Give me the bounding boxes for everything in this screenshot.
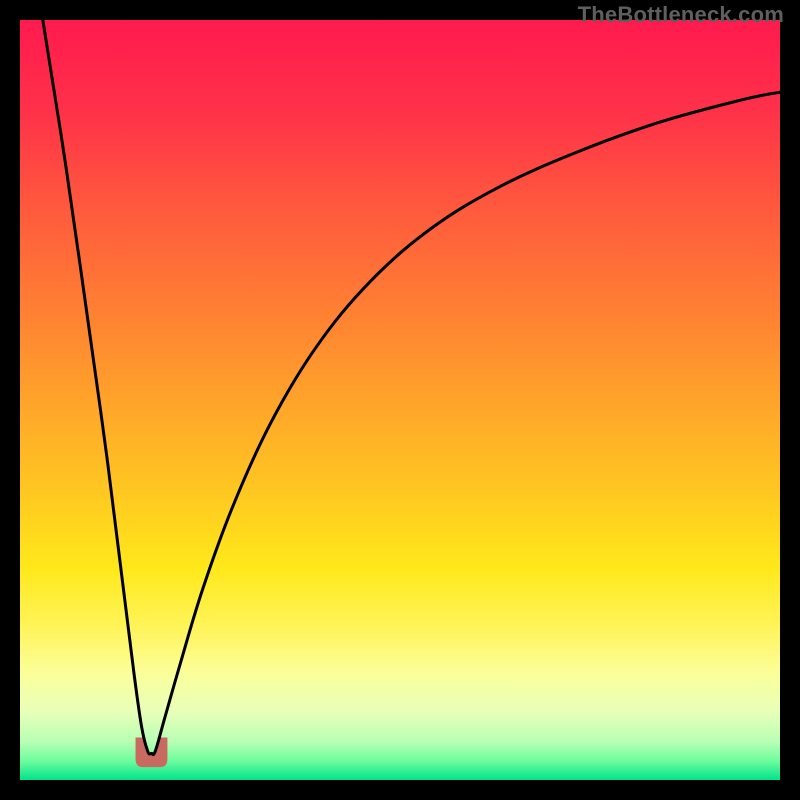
chart-svg: [0, 0, 800, 800]
watermark-text: TheBottleneck.com: [578, 2, 784, 28]
chart-frame: TheBottleneck.com: [0, 0, 800, 800]
